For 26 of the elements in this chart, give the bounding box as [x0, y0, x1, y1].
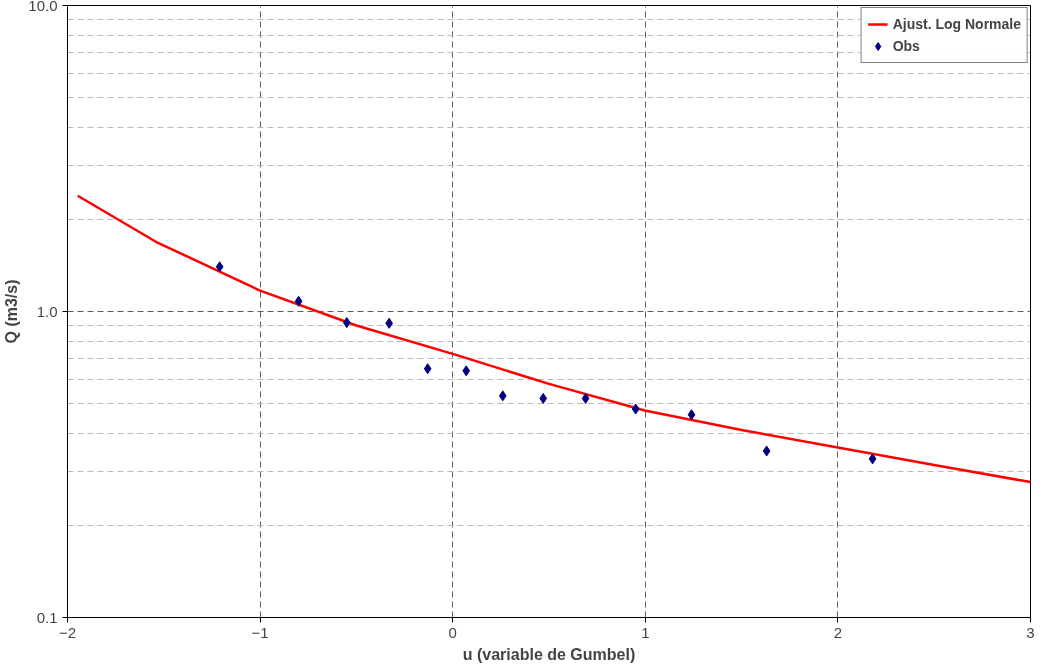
x-axis-title: u (variable de Gumbel)	[462, 645, 636, 663]
x-tick-label: 1	[641, 623, 650, 641]
y-tick-label: 1.0	[36, 302, 58, 320]
point	[294, 295, 303, 307]
point	[687, 409, 696, 421]
point	[631, 403, 640, 415]
legend-label: Obs	[892, 38, 920, 54]
legend-label: Ajust. Log Normale	[892, 16, 1021, 32]
y-tick-label: 0.1	[36, 608, 58, 626]
point	[423, 363, 432, 375]
x-tick-label: −1	[251, 623, 269, 641]
point	[215, 261, 224, 273]
x-tick-label: 2	[833, 623, 843, 641]
point	[498, 390, 507, 402]
point	[342, 317, 351, 329]
y-axis-title: Q (m3/s)	[3, 279, 21, 344]
point	[462, 365, 471, 377]
x-tick-label: 0	[448, 623, 457, 641]
y-tick-label: 10.0	[28, 0, 58, 14]
point	[868, 453, 877, 465]
x-tick-label: −2	[58, 623, 77, 641]
point	[762, 445, 771, 457]
line-series	[76, 194, 1031, 484]
point	[539, 392, 548, 404]
x-tick-label: 3	[1026, 623, 1035, 641]
point	[581, 392, 590, 404]
